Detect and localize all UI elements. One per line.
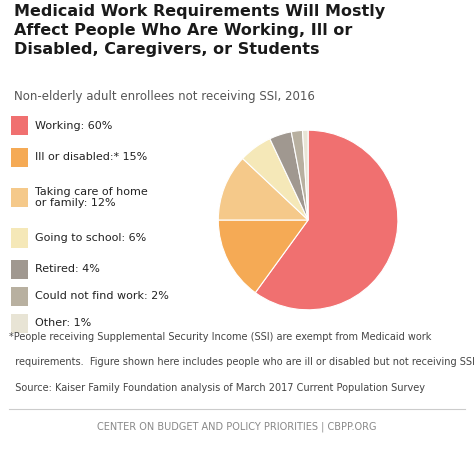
Text: Retired: 4%: Retired: 4% [35, 264, 100, 274]
Text: Ill or disabled:* 15%: Ill or disabled:* 15% [35, 152, 147, 162]
Text: Taking care of home
or family: 12%: Taking care of home or family: 12% [35, 187, 148, 208]
Bar [11, 260, 28, 279]
Bar [11, 188, 28, 207]
Text: Medicaid Work Requirements Will Mostly
Affect People Who Are Working, Ill or
Dis: Medicaid Work Requirements Will Mostly A… [14, 4, 385, 57]
Text: Going to school: 6%: Going to school: 6% [35, 233, 146, 243]
Text: Working: 60%: Working: 60% [35, 121, 112, 131]
Wedge shape [292, 130, 308, 220]
Bar [11, 116, 28, 135]
Wedge shape [302, 130, 308, 220]
Bar [11, 314, 28, 333]
Bar [11, 148, 28, 167]
Text: Source: Kaiser Family Foundation analysis of March 2017 Current Population Surve: Source: Kaiser Family Foundation analysi… [9, 383, 426, 392]
Bar [11, 287, 28, 306]
Text: *People receiving Supplemental Security Income (SSI) are exempt from Medicaid wo: *People receiving Supplemental Security … [9, 332, 432, 342]
Text: Other: 1%: Other: 1% [35, 318, 91, 328]
Wedge shape [243, 139, 308, 220]
Wedge shape [255, 130, 398, 310]
Wedge shape [219, 158, 308, 220]
Wedge shape [219, 220, 308, 293]
Bar [11, 229, 28, 247]
Text: requirements.  Figure shown here includes people who are ill or disabled but not: requirements. Figure shown here includes… [9, 357, 474, 367]
Text: Non-elderly adult enrollees not receiving SSI, 2016: Non-elderly adult enrollees not receivin… [14, 90, 315, 103]
Text: Could not find work: 2%: Could not find work: 2% [35, 291, 169, 301]
Wedge shape [270, 132, 308, 220]
Text: CENTER ON BUDGET AND POLICY PRIORITIES | CBPP.ORG: CENTER ON BUDGET AND POLICY PRIORITIES |… [97, 421, 377, 432]
